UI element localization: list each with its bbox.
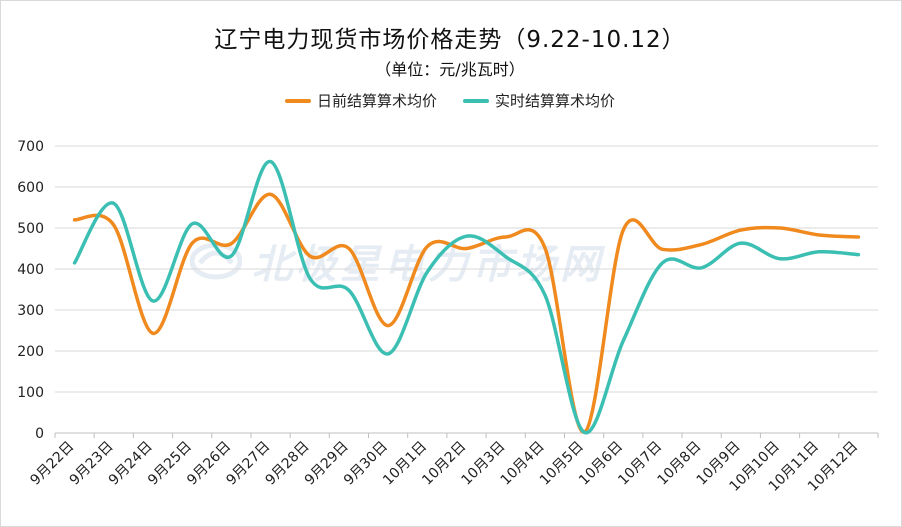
y-tick-label: 500	[17, 221, 44, 237]
series-line-real-time	[72, 159, 861, 435]
series-line-day-ahead	[72, 192, 861, 434]
y-tick-label: 300	[17, 303, 44, 319]
legend-item-real-time: 实时结算算术均价	[463, 90, 615, 111]
legend-label-real-time: 实时结算算术均价	[495, 92, 616, 110]
series-layer	[72, 159, 861, 435]
legend-swatch-real-time	[463, 98, 489, 103]
legend-swatch-day-ahead	[284, 98, 311, 103]
legend-label-day-ahead: 日前结算算术均价	[316, 92, 437, 110]
chart-subtitle: （单位：元/兆瓦时）	[375, 60, 525, 79]
axis-layer: 01002003004005006007009月22日9月23日9月24日9月2…	[17, 139, 879, 495]
legend-item-day-ahead: 日前结算算术均价	[284, 90, 437, 111]
y-tick-label: 100	[17, 385, 44, 401]
y-tick-label: 700	[17, 139, 44, 155]
grid-layer	[55, 145, 878, 393]
y-tick-label: 400	[17, 262, 44, 278]
legend: 日前结算算术均价 实时结算算术均价	[0, 90, 900, 111]
chart-title: 辽宁电力现货市场价格走势（9.22-10.12）	[214, 27, 686, 53]
y-tick-label: 600	[17, 180, 44, 196]
y-tick-label: 200	[17, 344, 44, 360]
y-tick-label: 0	[35, 426, 44, 442]
